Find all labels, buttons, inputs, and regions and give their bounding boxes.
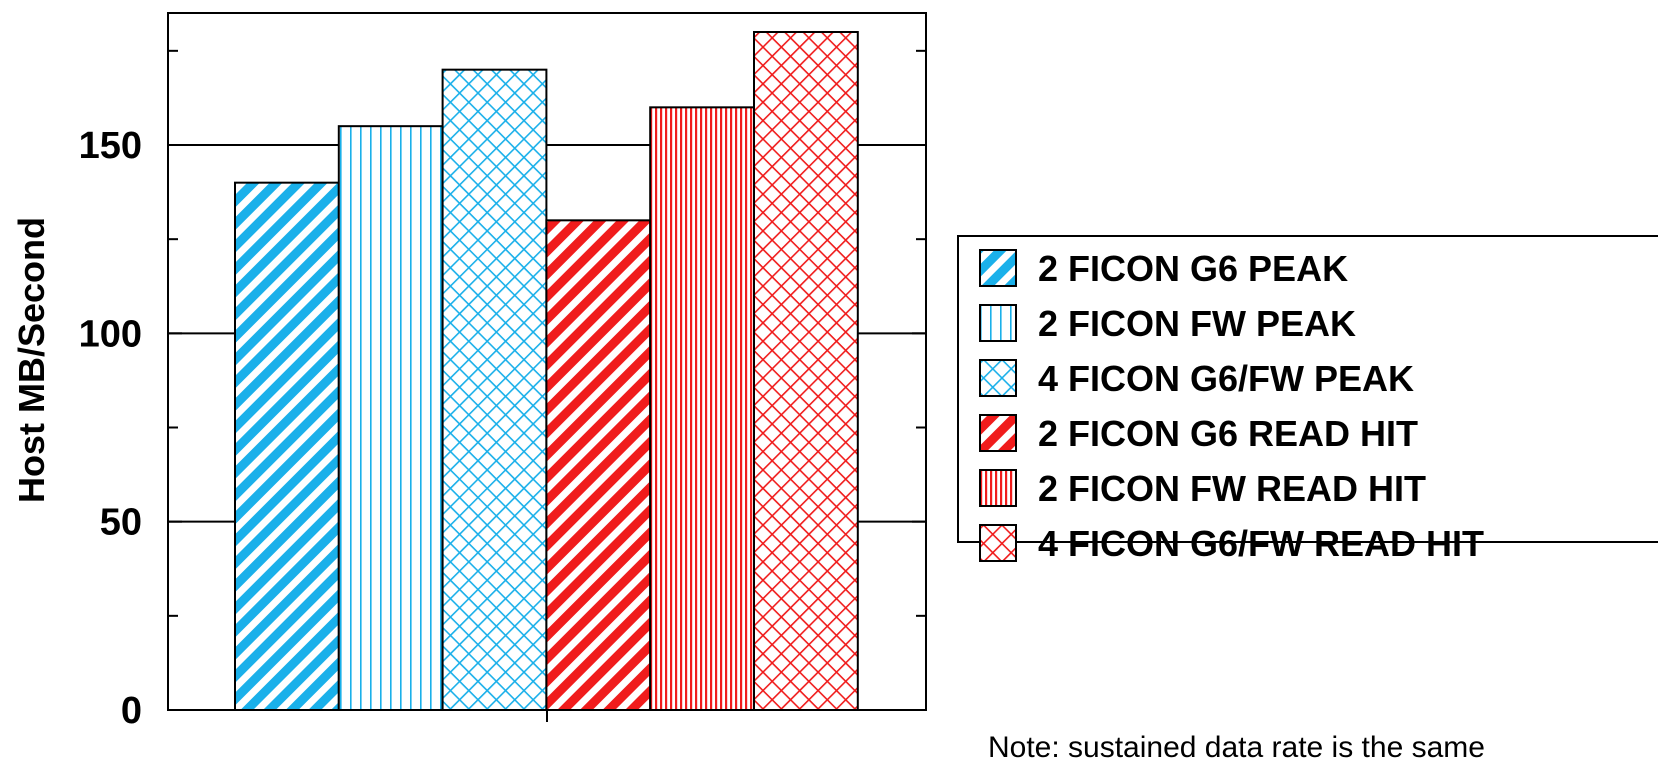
- legend: 2 FICON G6 PEAK 2 FICON FW PEAK 4 FICON G6…: [957, 235, 1658, 564]
- legend-swatch: [979, 524, 1017, 562]
- axis-ticks: [168, 49, 926, 722]
- y-tick-labels: 0 50 100 150: [79, 125, 142, 732]
- bar-5: [753, 31, 859, 711]
- legend-label: 2 FICON FW READ HIT: [1038, 468, 1426, 509]
- bar-2: [441, 68, 548, 711]
- bars: [234, 31, 859, 712]
- y-axis-title: Host MB/Second: [11, 217, 52, 503]
- bar-0: [234, 181, 340, 711]
- y-tick-label: 0: [121, 690, 142, 732]
- legend-swatch: [979, 359, 1017, 397]
- legend-swatch: [979, 414, 1017, 452]
- y-tick-label: 150: [79, 125, 142, 167]
- legend-swatch: [979, 469, 1017, 507]
- legend-label: 2 FICON G6 PEAK: [1038, 248, 1348, 289]
- legend-label: 4 FICON G6/FW PEAK: [1038, 358, 1414, 399]
- legend-swatch: [979, 249, 1017, 287]
- bar-4: [649, 106, 756, 712]
- legend-label: 2 FICON G6 READ HIT: [1038, 413, 1418, 454]
- legend-label: 2 FICON FW PEAK: [1038, 303, 1356, 344]
- legend-swatch: [979, 304, 1017, 342]
- legend-label: 4 FICON G6/FW READ HIT: [1038, 523, 1484, 564]
- y-tick-label: 100: [79, 313, 142, 355]
- bar-3: [545, 219, 652, 711]
- note-text: Note: sustained data rate is the same: [988, 731, 1485, 764]
- y-tick-label: 50: [100, 502, 142, 544]
- legend-box: [957, 235, 1658, 543]
- bar-1: [337, 125, 444, 711]
